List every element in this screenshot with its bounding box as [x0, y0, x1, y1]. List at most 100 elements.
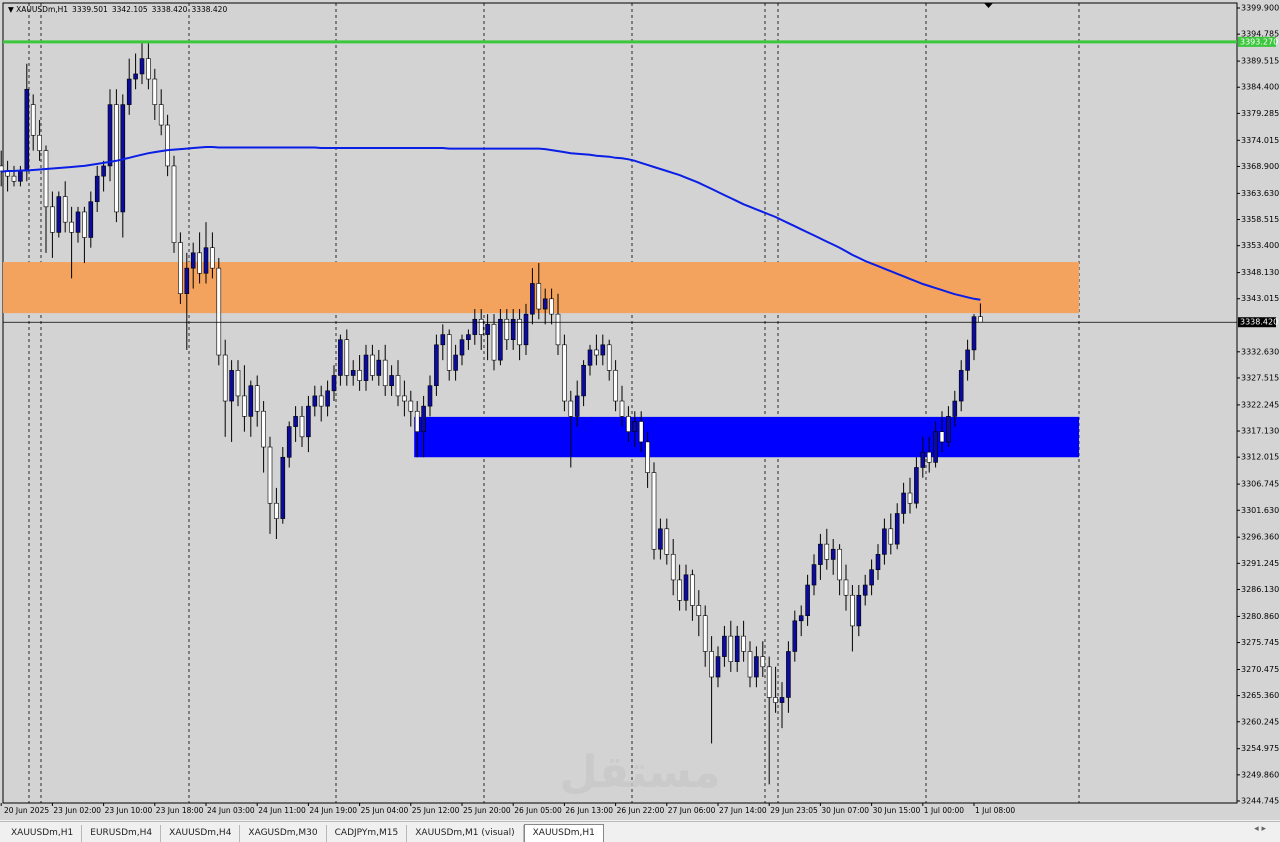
- candle-body: [530, 283, 535, 315]
- candle-body: [914, 467, 919, 504]
- header-text: 3338.420: [152, 5, 188, 14]
- candle-body: [587, 349, 593, 366]
- candle-body: [0, 165, 4, 172]
- candle-body: [357, 370, 362, 381]
- candle-body: [754, 656, 759, 678]
- chart-header: ▼ XAUUSDm,H1 3339.501 3342.105 3338.420 3338…: [8, 5, 227, 14]
- x-tick-label: 25 Jun 12:00: [412, 806, 460, 815]
- candle-body: [395, 375, 401, 397]
- tab[interactable]: XAUUSDm,H4: [161, 825, 241, 842]
- candle-body: [286, 426, 292, 458]
- y-tick-label: 3265.360: [1241, 691, 1279, 700]
- candle-body: [69, 221, 74, 233]
- candle-body: [728, 635, 734, 662]
- candle-body: [478, 318, 484, 335]
- x-tick-label: 24 Jun 11:00: [258, 806, 306, 815]
- candle-body: [274, 502, 279, 519]
- candle-body: [670, 554, 676, 581]
- y-tick-label: 3249.860: [1241, 770, 1279, 779]
- tab[interactable]: XAGUSDm,M30: [240, 825, 327, 842]
- candle-body: [171, 165, 177, 243]
- candle-body: [440, 334, 446, 346]
- candle-body: [875, 554, 881, 570]
- candle-body: [62, 196, 68, 223]
- moving-average: [1, 146, 981, 301]
- candle-body: [466, 334, 471, 341]
- candle-body: [843, 579, 849, 596]
- tab[interactable]: XAUUSDm,H1: [3, 825, 83, 842]
- candle-body: [920, 451, 926, 468]
- candle-body: [30, 104, 36, 136]
- candle-body: [773, 697, 778, 703]
- shift-marker: [984, 3, 993, 8]
- candle-body: [107, 104, 113, 167]
- candle-body: [427, 385, 433, 407]
- candle-body: [331, 375, 337, 392]
- candle-body: [792, 620, 798, 652]
- y-tick-label: 3343.015: [1241, 294, 1279, 303]
- candle-body: [517, 318, 522, 346]
- tab-scroll[interactable]: ◂ ▸: [1254, 824, 1266, 834]
- candle-body: [779, 697, 785, 703]
- candle-body: [741, 635, 746, 652]
- candle-body: [568, 400, 574, 417]
- candle-body: [971, 316, 977, 351]
- candle-body: [43, 150, 49, 208]
- candle-body: [178, 242, 183, 295]
- candle-body: [203, 247, 209, 274]
- candle-body: [370, 354, 375, 376]
- y-tick-label: 3312.015: [1241, 453, 1279, 462]
- candle-body: [869, 569, 874, 586]
- candle-body: [837, 548, 842, 581]
- candle-body: [242, 395, 247, 417]
- candle-body: [312, 395, 318, 407]
- candle-body: [824, 543, 830, 560]
- tab[interactable]: XAUUSDm,H1: [523, 824, 604, 842]
- tab[interactable]: CADJPYm,M15: [327, 825, 408, 842]
- candle-body: [363, 354, 369, 381]
- level-label-box: [1238, 317, 1276, 328]
- level-label-box: [1238, 36, 1276, 47]
- y-tick-label: 3379.285: [1241, 109, 1279, 118]
- tab[interactable]: XAUUSDm,M1 (visual): [407, 825, 524, 842]
- candle-body: [811, 564, 817, 586]
- candle-body: [248, 385, 254, 417]
- candle-body: [11, 175, 17, 182]
- x-tick-label: 29 Jun 23:05: [770, 806, 818, 815]
- x-tick-label: 26 Jun 22:00: [617, 806, 665, 815]
- candle-body: [293, 416, 298, 427]
- candle-body: [24, 88, 30, 172]
- candle-body: [126, 78, 132, 105]
- candle-body: [459, 339, 465, 356]
- x-tick-label: 26 Jun 13:00: [565, 806, 613, 815]
- candle-body: [485, 324, 490, 335]
- tab[interactable]: EURUSDm,H4: [82, 825, 162, 842]
- y-tick-label: 3394.785: [1241, 30, 1279, 39]
- candle-body: [594, 349, 599, 356]
- candle-body: [210, 247, 215, 269]
- candle-body: [939, 431, 945, 443]
- candle-body: [216, 267, 222, 356]
- candle-body: [18, 170, 23, 182]
- candle-body: [760, 656, 766, 668]
- candle-body: [850, 594, 855, 627]
- candle-body: [235, 370, 241, 397]
- candle-body: [542, 298, 548, 310]
- watermark: مستقل: [560, 747, 721, 798]
- x-tick-label: 1 Jul 08:00: [975, 806, 1015, 815]
- candle-body: [184, 267, 190, 295]
- candle-body: [658, 528, 663, 550]
- zone: [414, 416, 1079, 458]
- candle-body: [299, 416, 305, 438]
- candle-body: [338, 339, 343, 376]
- candle-body: [574, 395, 580, 417]
- level-label: 3338.420: [1240, 318, 1278, 327]
- y-tick-label: 3254.975: [1241, 744, 1279, 753]
- candle-body: [818, 543, 823, 565]
- x-tick-label: 25 Jun 04:00: [361, 806, 409, 815]
- candle-body: [766, 666, 772, 698]
- header-text: 3342.105: [112, 5, 148, 14]
- candle-body: [504, 318, 510, 341]
- candle-body: [600, 344, 606, 356]
